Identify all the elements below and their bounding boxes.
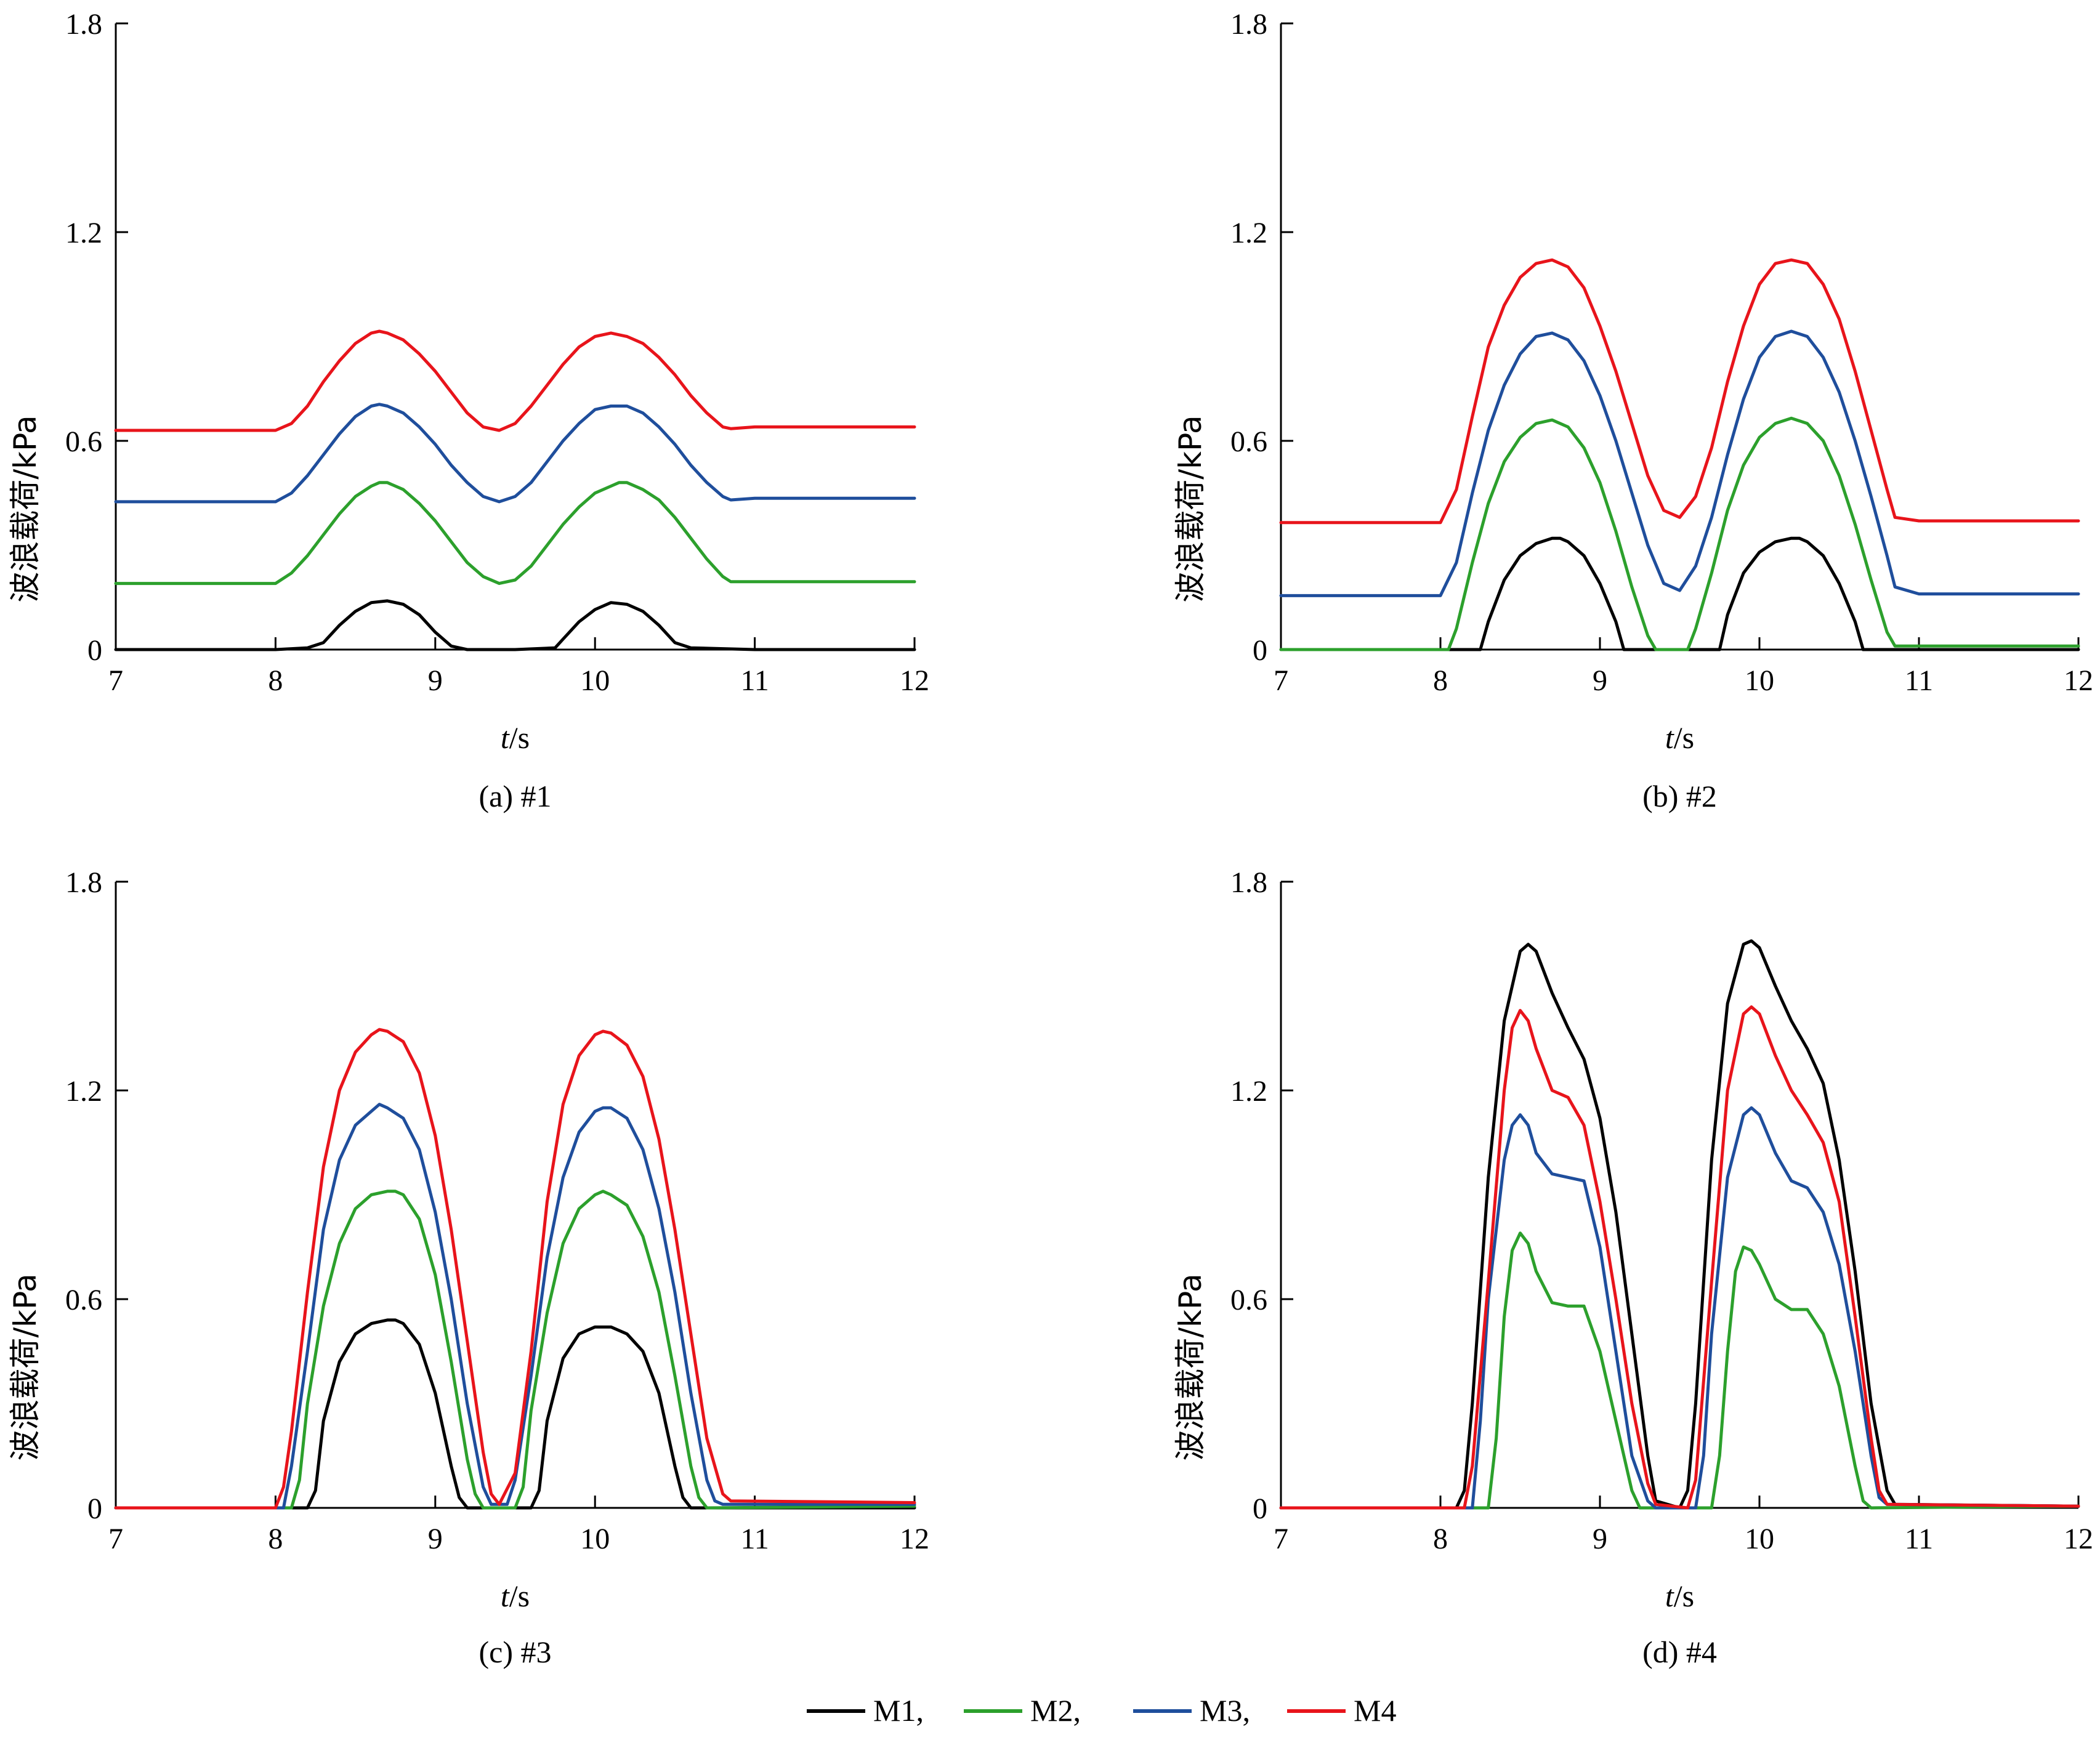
series-line-m2 <box>1279 416 2080 651</box>
chart-panel-4: 0 0.6 1.2 1.8 7 8 9 10 11 12 t/s 波浪载荷/kPa (d) #4 <box>1173 866 2093 1669</box>
series-line-m2 <box>114 481 916 586</box>
series-line-m3 <box>114 403 916 504</box>
x-tick-label: 10 <box>580 664 610 697</box>
x-tick-label: 12 <box>900 1523 929 1555</box>
y-tick-label: 0 <box>87 1492 102 1525</box>
x-tick-label: 12 <box>2064 1523 2093 1555</box>
y-tick-label: 1.2 <box>65 1075 102 1108</box>
y-tick-label: 0.6 <box>65 425 102 458</box>
x-tick-label: 8 <box>1433 1523 1448 1555</box>
y-tick-label: 0 <box>1253 634 1267 667</box>
x-axis-title: t/s <box>501 720 530 755</box>
x-tick-label: 8 <box>1433 664 1448 697</box>
legend-label: M1, <box>873 1693 924 1728</box>
x-tick-label: 7 <box>1274 1523 1288 1555</box>
series-line-m3 <box>1279 1106 2080 1510</box>
y-tick-label: 1.8 <box>1230 866 1267 899</box>
series-line-m1 <box>114 1318 916 1510</box>
x-tick-label: 12 <box>2064 664 2093 697</box>
series-line-m2 <box>1279 1231 2080 1510</box>
x-axis-unit: /s <box>1674 720 1694 755</box>
y-axis-title: 波浪载荷/kPa <box>7 1273 43 1460</box>
x-tick-label: 8 <box>268 1523 283 1555</box>
subplot-caption: (c) #3 <box>479 1635 552 1669</box>
subplot-caption: (a) #1 <box>479 779 552 813</box>
y-tick-label: 0.6 <box>65 1284 102 1316</box>
legend-item-3: M3, <box>1133 1693 1250 1728</box>
x-tick-label: 7 <box>108 1523 123 1555</box>
x-axis-variable: t <box>1665 1579 1674 1613</box>
series-line-m4 <box>1279 1005 2080 1510</box>
legend-label: M3, <box>1200 1693 1250 1728</box>
x-tick-label: 7 <box>1274 664 1288 697</box>
y-tick-label: 1.8 <box>1230 8 1267 41</box>
y-tick-label: 0.6 <box>1230 425 1267 458</box>
x-axis-unit: /s <box>1674 1579 1694 1613</box>
x-tick-label: 9 <box>1593 1523 1607 1555</box>
x-axis-variable: t <box>1665 720 1674 755</box>
x-tick-label: 10 <box>580 1523 610 1555</box>
series-line-m4 <box>114 1028 916 1510</box>
y-tick-label: 1.2 <box>1230 217 1267 249</box>
y-tick-label: 0 <box>1253 1492 1267 1525</box>
y-axis-title: 波浪载荷/kPa <box>1173 1273 1208 1460</box>
y-axis-title: 波浪载荷/kPa <box>1173 415 1208 602</box>
chart-panel-1: 0 0.6 1.2 1.8 7 8 9 10 11 12 t/s 波浪载荷/kPa (a) #1 <box>7 8 929 813</box>
y-tick-label: 1.8 <box>65 866 102 899</box>
x-axis-title: t/s <box>1665 1579 1694 1613</box>
series-line-m2 <box>114 1190 916 1510</box>
x-tick-label: 11 <box>740 664 769 697</box>
series-line-m1 <box>1279 939 2080 1510</box>
x-tick-label: 11 <box>1905 1523 1933 1555</box>
x-tick-label: 8 <box>268 664 283 697</box>
legend-item-1: M1, <box>807 1693 924 1728</box>
x-tick-label: 9 <box>1593 664 1607 697</box>
x-axis-unit: /s <box>509 720 530 755</box>
x-tick-label: 11 <box>1905 664 1933 697</box>
legend-item-4: M4 <box>1287 1693 1396 1728</box>
series-line-m3 <box>1279 329 2080 597</box>
x-tick-label: 12 <box>900 664 929 697</box>
legend-item-2: M2, <box>964 1693 1081 1728</box>
series-line-m3 <box>114 1103 916 1510</box>
chart-panel-2: 0 0.6 1.2 1.8 7 8 9 10 11 12 t/s 波浪载荷/kPa (b) #2 <box>1173 8 2093 813</box>
x-tick-label: 10 <box>1745 664 1774 697</box>
y-tick-label: 1.2 <box>1230 1075 1267 1108</box>
y-tick-label: 0.6 <box>1230 1284 1267 1316</box>
y-tick-label: 1.2 <box>65 217 102 249</box>
x-axis-unit: /s <box>509 1579 530 1613</box>
chart-panel-3: 0 0.6 1.2 1.8 7 8 9 10 11 12 t/s 波浪载荷/kPa (c) #3 <box>7 866 929 1669</box>
x-axis-variable: t <box>501 1579 510 1613</box>
x-tick-label: 7 <box>108 664 123 697</box>
legend: M1, M2, M3, M4 <box>807 1693 1396 1728</box>
legend-label: M2, <box>1030 1693 1081 1728</box>
legend-label: M4 <box>1354 1693 1396 1728</box>
subplot-caption: (b) #2 <box>1642 779 1717 813</box>
x-axis-title: t/s <box>501 1579 530 1613</box>
x-axis-title: t/s <box>1665 720 1694 755</box>
subplot-caption: (d) #4 <box>1642 1635 1717 1669</box>
x-tick-label: 11 <box>740 1523 769 1555</box>
y-axis-title: 波浪载荷/kPa <box>7 415 43 602</box>
series-line-m4 <box>1279 258 2080 525</box>
x-tick-label: 9 <box>428 1523 443 1555</box>
x-axis-variable: t <box>501 720 510 755</box>
series-line-m1 <box>114 599 916 651</box>
x-tick-label: 10 <box>1745 1523 1774 1555</box>
series-line-m4 <box>114 329 916 432</box>
x-tick-label: 9 <box>428 664 443 697</box>
y-tick-label: 0 <box>87 634 102 667</box>
y-tick-label: 1.8 <box>65 8 102 41</box>
